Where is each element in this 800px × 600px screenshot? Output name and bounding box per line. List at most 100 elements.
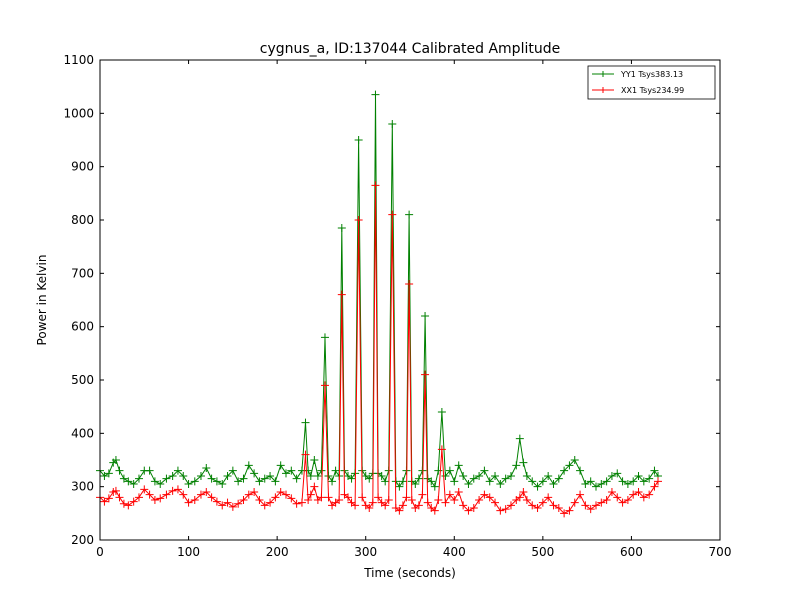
data-point-yy1 [111, 456, 120, 464]
data-point-yy1 [320, 333, 329, 342]
data-point-xx1 [282, 490, 290, 499]
data-point-yy1 [119, 474, 128, 483]
data-point-yy1 [129, 480, 138, 488]
data-point-xx1 [528, 501, 537, 510]
x-tick-label: 500 [531, 545, 554, 559]
series-layer [96, 90, 662, 518]
data-point-xx1 [597, 498, 606, 507]
data-point-yy1 [485, 477, 494, 486]
data-point-yy1 [354, 136, 363, 144]
data-point-xx1 [469, 504, 478, 512]
data-point-yy1 [554, 474, 563, 483]
data-point-xx1 [421, 370, 430, 379]
y-tick-label: 200 [71, 533, 94, 547]
data-point-xx1 [607, 488, 616, 496]
data-point-xx1 [196, 490, 205, 499]
data-point-xx1 [250, 488, 259, 496]
data-point-yy1 [629, 477, 638, 486]
x-axis: 0 100 200 300 400 500 600 700 [96, 60, 731, 559]
x-tick-label: 0 [96, 545, 104, 559]
data-point-yy1 [434, 466, 443, 475]
y-axis: 200 300 400 500 600 700 800 900 1000 1100 [63, 53, 720, 547]
data-point-yy1 [282, 469, 290, 478]
data-point-yy1 [427, 477, 436, 486]
data-point-xx1 [337, 290, 346, 299]
data-point-yy1 [411, 480, 420, 488]
data-point-xx1 [104, 494, 113, 503]
data-point-yy1 [212, 477, 221, 486]
data-point-xx1 [414, 501, 423, 510]
data-point-xx1 [522, 496, 531, 504]
data-point-xx1 [384, 496, 393, 504]
data-point-xx1 [119, 499, 128, 508]
data-point-xx1 [480, 490, 489, 499]
legend-marker-yy1 [600, 71, 606, 77]
data-point-yy1 [173, 466, 182, 475]
y-tick-label: 1100 [63, 53, 94, 67]
data-point-xx1 [464, 506, 473, 515]
data-point-xx1 [430, 506, 439, 515]
data-point-xx1 [581, 501, 590, 510]
data-point-xx1 [306, 490, 315, 499]
legend-label-yy1: YY1 Tsys383.13 [620, 70, 683, 79]
data-point-yy1 [287, 466, 296, 475]
data-point-xx1 [179, 490, 188, 499]
x-tick-label: 700 [709, 545, 732, 559]
data-point-xx1 [276, 488, 285, 496]
data-point-xx1 [629, 490, 638, 499]
data-point-xx1 [134, 493, 143, 502]
data-point-xx1 [168, 486, 177, 495]
y-tick-label: 800 [71, 213, 94, 227]
data-point-xx1 [287, 494, 296, 503]
data-point-xx1 [234, 499, 243, 508]
data-point-xx1 [586, 505, 595, 514]
legend: YY1 Tsys383.13 XX1 Tsys234.99 [587, 65, 716, 100]
data-point-xx1 [266, 498, 275, 507]
data-point-yy1 [115, 466, 124, 475]
data-point-xx1 [650, 482, 659, 491]
data-point-yy1 [260, 474, 269, 483]
data-point-xx1 [184, 498, 193, 507]
data-point-yy1 [634, 472, 643, 480]
data-point-yy1 [602, 477, 611, 486]
data-point-xx1 [639, 493, 648, 502]
data-point-yy1 [437, 408, 446, 416]
data-point-yy1 [266, 472, 275, 480]
data-point-yy1 [501, 474, 510, 483]
data-point-xx1 [358, 493, 367, 502]
data-point-xx1 [398, 501, 407, 510]
data-point-yy1 [202, 464, 211, 472]
data-point-yy1 [179, 472, 188, 480]
data-point-xx1 [212, 497, 221, 506]
data-point-xx1 [207, 493, 216, 502]
data-point-yy1 [190, 477, 199, 486]
data-point-yy1 [134, 474, 143, 483]
data-point-yy1 [271, 477, 280, 486]
data-point-xx1 [365, 504, 374, 512]
data-point-xx1 [190, 496, 199, 504]
data-point-yy1 [196, 472, 205, 480]
data-point-yy1 [607, 472, 616, 480]
data-point-xx1 [140, 485, 149, 494]
data-point-yy1 [506, 472, 515, 480]
y-axis-title: Power in Kelvin [35, 255, 49, 346]
data-point-xx1 [423, 498, 432, 507]
chart-title: cygnus_a, ID:137044 Calibrated Amplitude [260, 41, 560, 57]
data-point-xx1 [223, 498, 232, 507]
data-point-xx1 [162, 490, 171, 499]
data-point-xx1 [418, 490, 427, 499]
plot-frame [99, 59, 721, 541]
data-point-xx1 [351, 501, 360, 510]
data-point-yy1 [623, 480, 632, 488]
data-point-xx1 [310, 482, 319, 491]
data-point-yy1 [276, 461, 285, 470]
data-point-xx1 [475, 496, 484, 504]
data-point-yy1 [445, 466, 454, 475]
data-point-xx1 [485, 493, 494, 502]
data-point-xx1 [324, 493, 333, 502]
data-point-xx1 [437, 445, 446, 454]
data-point-yy1 [381, 477, 390, 486]
data-point-yy1 [244, 461, 253, 470]
data-point-yy1 [491, 472, 500, 480]
